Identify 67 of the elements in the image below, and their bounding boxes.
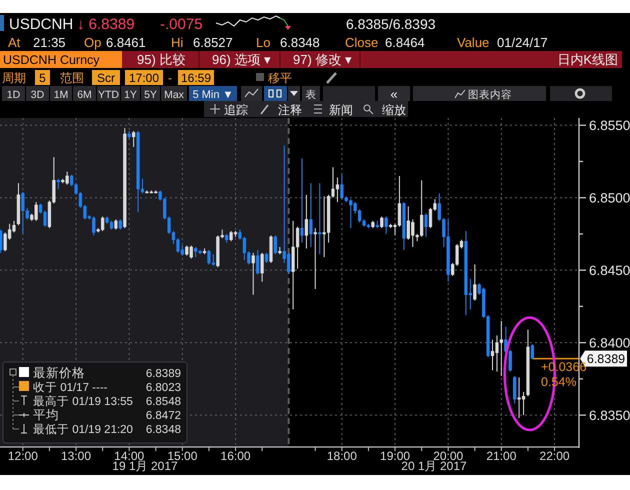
x-tick-label: 13:00 bbox=[61, 449, 92, 463]
text: Lo bbox=[256, 35, 270, 50]
text: Hi bbox=[171, 35, 184, 50]
text: At bbox=[8, 35, 21, 50]
text: 注释 bbox=[278, 103, 302, 117]
text: 图表内容 bbox=[468, 88, 512, 101]
text: 表 bbox=[306, 88, 316, 101]
text: 5 Min ▼ bbox=[192, 89, 234, 101]
ref-line-label: 6.8389 bbox=[586, 352, 626, 366]
x-tick-label: 18:00 bbox=[326, 449, 358, 463]
text: ↓ 6.8389 bbox=[77, 16, 135, 33]
annotation: 6.8023 bbox=[146, 382, 181, 394]
text: 1D bbox=[6, 89, 21, 101]
text: Max bbox=[164, 89, 185, 101]
x-tick-label: 21:00 bbox=[486, 449, 517, 463]
text: 追踪 bbox=[224, 103, 248, 117]
text: 缩放 bbox=[382, 103, 406, 117]
text: 6M bbox=[77, 89, 92, 101]
y-tick-label: 6.8550 bbox=[589, 118, 630, 134]
annotation: 6.8472 bbox=[146, 410, 181, 422]
text: 16:59 bbox=[180, 71, 212, 85]
text: - bbox=[168, 71, 172, 85]
annotation: 最新价格 bbox=[33, 366, 85, 380]
text: 6.8527 bbox=[193, 35, 233, 50]
y-tick-label: 6.8450 bbox=[589, 263, 630, 278]
x-tick-label: 12:00 bbox=[8, 449, 38, 463]
annotation: 平均 bbox=[33, 408, 59, 422]
chart-title: USDCNH bbox=[9, 16, 74, 33]
text: Scr bbox=[97, 71, 116, 85]
text: 移平 bbox=[268, 71, 292, 85]
text: 1M bbox=[54, 89, 68, 101]
text: Op bbox=[84, 35, 102, 50]
text: 6.8464 bbox=[385, 35, 425, 50]
text: 01/24/17 bbox=[497, 35, 548, 50]
annotation: 收于 01/17 ---- bbox=[33, 381, 108, 394]
text: « bbox=[390, 86, 398, 102]
x-tick-label: 16:00 bbox=[220, 449, 251, 463]
annotation: 6.8348 bbox=[146, 424, 181, 436]
text: 范围 bbox=[60, 71, 84, 85]
text: 新闻 bbox=[329, 103, 353, 117]
text: 日内K线图 bbox=[557, 52, 618, 67]
text: USDCNH Curncy bbox=[3, 53, 100, 67]
annotation: 最高于 01/19 13:55 bbox=[33, 394, 133, 408]
text: 95) 比较 bbox=[137, 52, 186, 67]
y-tick-label: 6.8400 bbox=[589, 336, 630, 351]
text: 6.8385/6.8393 bbox=[346, 16, 436, 32]
text: Close bbox=[345, 35, 378, 50]
text: 17:00 bbox=[128, 71, 160, 85]
x-tick-label: 22:00 bbox=[540, 449, 570, 463]
text: -.0075 bbox=[160, 16, 203, 33]
annotation: 6.8548 bbox=[146, 396, 181, 408]
text: 周期 bbox=[2, 71, 26, 85]
annotation: 最低于 01/19 21:20 bbox=[33, 423, 133, 436]
text: 6.8348 bbox=[280, 35, 320, 50]
text: 5Y bbox=[144, 89, 157, 101]
y-tick-label: 6.8350 bbox=[589, 408, 630, 424]
text: Value bbox=[457, 35, 490, 50]
text: 96) 选项 ▾ bbox=[212, 52, 272, 67]
text: 21:35 bbox=[33, 35, 66, 50]
text: 1Y bbox=[124, 89, 137, 101]
text: 6.8461 bbox=[106, 35, 146, 50]
text: 3D bbox=[30, 89, 45, 101]
text: YTD bbox=[98, 89, 120, 101]
text: 5 bbox=[39, 71, 46, 85]
text: 97) 修改 ▾ bbox=[293, 52, 352, 67]
annotation: 6.8389 bbox=[146, 368, 181, 380]
y-tick-label: 6.8500 bbox=[589, 190, 630, 206]
